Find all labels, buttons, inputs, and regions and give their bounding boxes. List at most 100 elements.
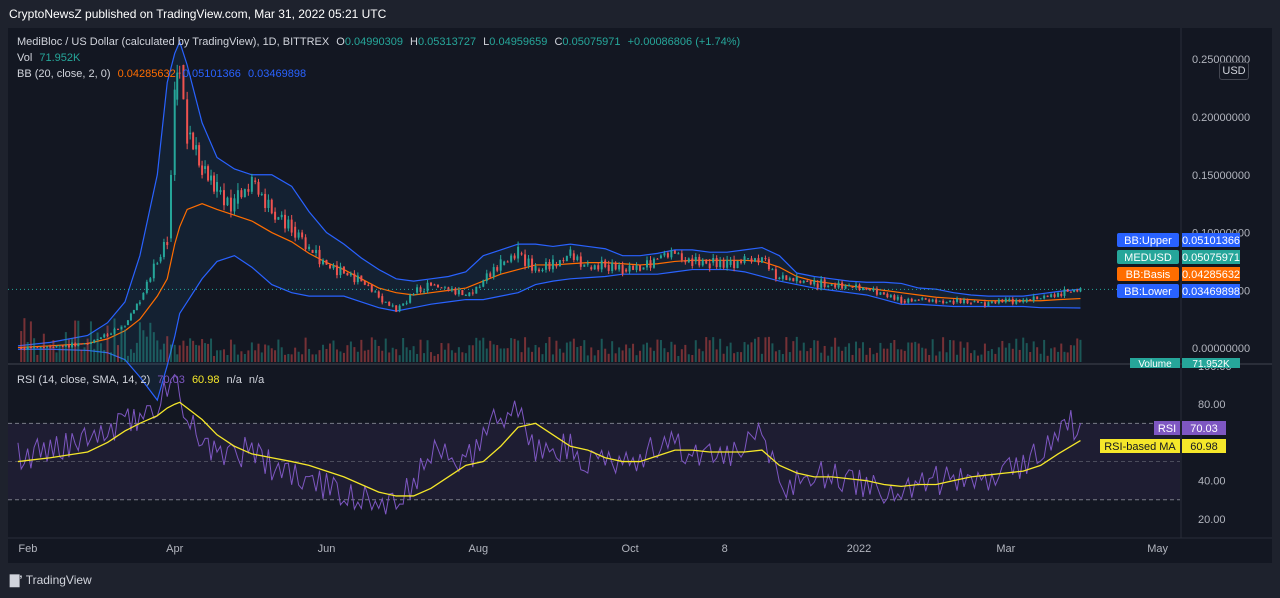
volume-bar [377,345,380,362]
candle-body [848,284,851,286]
candle-body [1022,299,1025,303]
candle-body [750,258,753,262]
volume-bar [503,348,506,362]
volume-bar [889,342,892,362]
candle-body [576,256,579,260]
volume-bar [646,342,649,362]
candle-body [436,284,439,288]
candle-body [541,269,544,272]
volume-bar [207,343,210,362]
volume-legend: Vol 71.952K [17,52,84,64]
rsi-line [17,373,1081,515]
candle-body [872,288,875,291]
volume-bar [482,337,485,362]
candle-body [976,301,979,303]
bb-upper-line [17,40,1081,347]
volume-bar [308,348,311,362]
volume-bar [652,350,655,362]
candle-body [503,261,506,265]
volume-bar [284,354,287,362]
candle-body [910,298,913,302]
candle-body [36,347,39,349]
candle-body [698,256,701,266]
candle-body [412,294,415,296]
volume-bar [96,332,99,362]
volume-bar [994,353,997,362]
candle-body [583,264,586,267]
candle-body [778,277,781,279]
candle-body [315,249,318,253]
price-tag-label: BB:Upper [1124,235,1172,247]
candle-body [264,193,267,209]
price-tag-label-box [1117,284,1179,298]
candle-body [935,299,938,303]
candle-body [1036,296,1039,300]
volume-bar [649,347,652,362]
volume-bar [26,341,29,362]
volume-bar [816,340,819,362]
volume-bar [430,352,433,362]
volume-bar [80,349,83,362]
volume-bar [186,345,189,362]
volume-bar [1039,353,1042,362]
candle-body [468,292,471,297]
volume-bar [743,342,746,362]
volume-bar [740,352,743,362]
candle-body [216,182,219,192]
volume-bar [544,343,547,362]
candle-body [743,256,746,263]
volume-bar [935,355,938,362]
footer: ▇’ TradingView [0,563,1280,598]
volume-bar [931,339,934,362]
candle-body [192,132,195,150]
volume-bar [132,352,135,362]
candle-body [544,261,547,270]
volume-bar [254,350,257,362]
candle-body [110,333,113,335]
candle-body [113,328,116,334]
candle-body [335,265,338,276]
volume-bar [485,348,488,362]
rsi-tag-label-box [1100,439,1180,453]
candle-body [135,303,138,311]
volume-bar [93,348,96,362]
volume-bar [524,337,527,362]
volume-bar [868,347,871,362]
volume-bar [423,353,426,362]
candle-body [138,302,141,304]
candle-body [785,275,788,280]
volume-bar [33,338,36,362]
volume-bar [670,341,673,362]
currency-button[interactable]: USD [1219,62,1249,80]
volume-bar [454,352,457,362]
candle-body [318,249,321,265]
candle-body [666,253,669,258]
candle-body [994,301,997,304]
volume-bar [182,340,185,362]
tradingview-logo[interactable]: ▇’ TradingView [10,573,92,587]
candle-body [461,290,464,296]
candle-body [757,258,760,263]
candle-body [827,285,830,287]
chart-panel[interactable]: 0.250000000.200000000.150000000.10000000… [8,28,1272,563]
candle-body [384,301,387,303]
candle-body [997,299,1000,304]
candle-body [257,181,260,195]
volume-bar [142,330,145,362]
price-pane [8,40,1180,402]
chart-canvas[interactable]: 0.250000000.200000000.150000000.10000000… [8,28,1272,563]
candle-body [409,294,412,303]
volume-bar [914,341,917,362]
candle-body [332,265,335,269]
candle-body [499,259,502,271]
volume-bar [388,352,391,362]
candle-body [210,175,213,181]
candle-body [966,299,969,304]
price-tag-value: 0.03469898 [1182,286,1240,298]
rsi-tag-value-box [1182,439,1226,453]
candle-body [635,265,638,270]
tradingview-logo-icon: ▇’ [10,573,23,587]
volume-bar [419,339,422,362]
volume-bar [987,350,990,362]
candle-body [325,259,328,265]
